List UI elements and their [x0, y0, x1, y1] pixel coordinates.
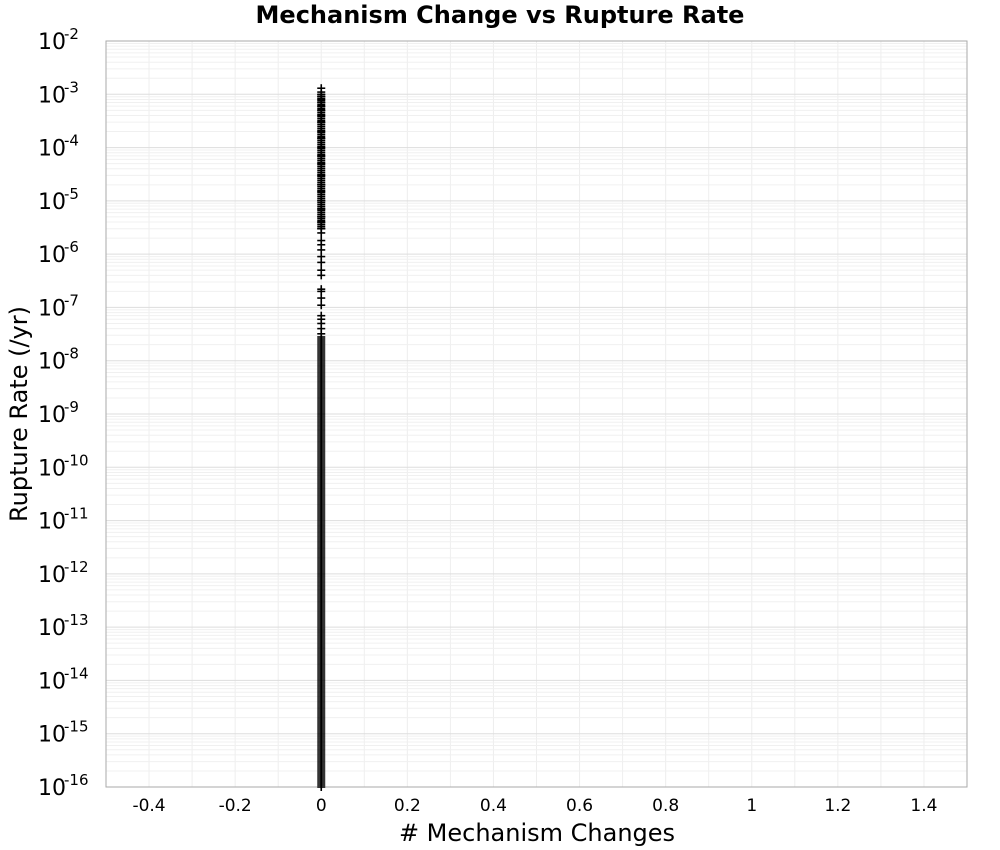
x-tick-label: 1 — [746, 796, 757, 816]
data-point — [317, 90, 326, 99]
grid-lines — [105, 40, 968, 788]
y-tick-label: 10 — [38, 669, 66, 694]
y-tick-label: 10 — [38, 30, 66, 55]
y-tick-exponent: -5 — [64, 185, 79, 203]
y-tick-exponent: -9 — [64, 398, 79, 416]
x-axis-label: # Mechanism Changes — [399, 819, 675, 847]
data-point — [317, 285, 326, 294]
y-tick-exponent: -8 — [64, 345, 79, 363]
y-tick-exponent: -14 — [64, 664, 89, 682]
y-tick-exponent: -3 — [64, 78, 79, 96]
y-tick-label: 10 — [38, 456, 66, 481]
data-point — [317, 311, 326, 320]
y-tick-label: 10 — [38, 83, 66, 108]
y-tick-exponent: -10 — [64, 451, 89, 469]
y-tick-label: 10 — [38, 723, 66, 748]
y-tick-label: 10 — [38, 510, 66, 535]
x-tick-label: -0.2 — [219, 796, 252, 816]
x-tick-label: -0.4 — [132, 796, 165, 816]
y-tick-label: 10 — [38, 616, 66, 641]
y-tick-exponent: -13 — [64, 611, 89, 629]
y-tick-label: 10 — [38, 563, 66, 588]
y-axis-label: Rupture Rate (/yr) — [5, 306, 33, 522]
y-tick-exponent: -16 — [64, 771, 89, 789]
x-axis-ticks: -0.4 -0.2 0 0.2 0.4 0.6 0.8 1 1.2 1.4 — [132, 796, 937, 816]
y-tick-label: 10 — [38, 296, 66, 321]
x-tick-label: 0.2 — [394, 796, 421, 816]
data-point — [317, 266, 326, 275]
y-tick-label: 10 — [38, 137, 66, 162]
data-point — [317, 236, 326, 245]
y-tick-label: 10 — [38, 403, 66, 428]
x-tick-label: 1.4 — [910, 796, 937, 816]
x-tick-label: 0.6 — [566, 796, 593, 816]
x-tick-label: 0 — [316, 796, 327, 816]
y-tick-label: 10 — [38, 350, 66, 375]
y-tick-exponent: -7 — [64, 291, 79, 309]
y-tick-exponent: -12 — [64, 558, 89, 576]
plot-frame — [105, 40, 968, 788]
data-point — [317, 301, 326, 310]
y-tick-label: 10 — [38, 243, 66, 268]
y-axis-ticks: 10-210-310-410-510-610-710-810-910-1010-… — [38, 25, 89, 801]
y-tick-label: 10 — [38, 776, 66, 801]
chart-title: Mechanism Change vs Rupture Rate — [255, 1, 745, 29]
y-tick-label: 10 — [38, 190, 66, 215]
y-tick-exponent: -15 — [64, 718, 89, 736]
x-tick-label: 0.8 — [652, 796, 679, 816]
y-tick-exponent: -6 — [64, 238, 79, 256]
data-points — [317, 84, 326, 791]
y-tick-exponent: -2 — [64, 25, 79, 43]
y-tick-exponent: -11 — [64, 505, 89, 523]
x-tick-label: 0.4 — [480, 796, 507, 816]
y-tick-exponent: -4 — [64, 132, 79, 150]
x-tick-label: 1.2 — [824, 796, 851, 816]
